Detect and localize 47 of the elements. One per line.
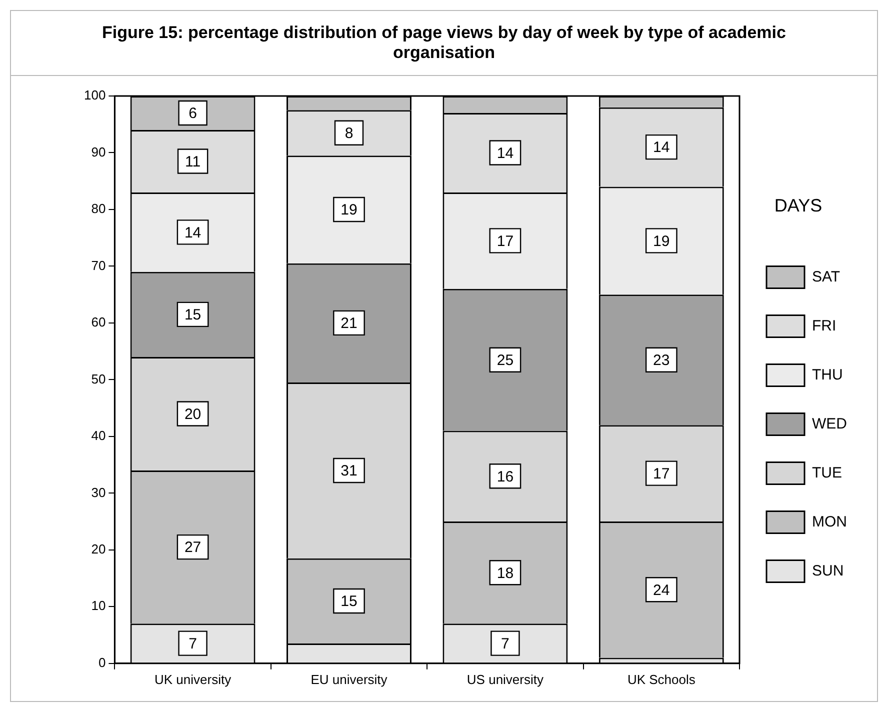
data-label: 27: [184, 539, 202, 556]
y-tick-label: 100: [84, 88, 106, 103]
data-label: 7: [188, 635, 197, 652]
data-label: 15: [340, 593, 358, 610]
y-tick-label: 60: [91, 314, 106, 330]
y-tick-label: 90: [91, 144, 106, 160]
y-tick-label: 10: [91, 598, 106, 614]
legend-label: WED: [812, 415, 848, 432]
x-tick-label: UK Schools: [627, 672, 696, 687]
y-tick-label: 70: [91, 258, 106, 273]
data-label: 19: [653, 232, 670, 250]
data-label: 17: [653, 465, 670, 482]
data-label: 7: [501, 635, 510, 652]
data-label: 6: [188, 105, 197, 122]
legend-label: THU: [812, 366, 843, 384]
y-tick-label: 50: [91, 371, 106, 386]
x-tick-label: EU university: [310, 672, 388, 687]
legend-title: DAYS: [774, 196, 822, 216]
data-label: 25: [496, 352, 514, 369]
y-tick-label: 80: [91, 201, 106, 216]
legend-label: MON: [812, 513, 848, 530]
data-label: 17: [496, 232, 514, 250]
data-label: 24: [653, 582, 670, 599]
data-label: 14: [496, 144, 514, 162]
chart-title: Figure 15: percentage distribution of page views by day of week by type of academic organisation: [11, 11, 877, 76]
data-label: 14: [653, 139, 670, 156]
data-label: 20: [184, 406, 202, 423]
legend-label: SUN: [812, 562, 844, 580]
y-tick-label: 0: [98, 654, 106, 670]
legend-label: TUE: [812, 464, 842, 482]
x-tick-label: UK university: [154, 672, 232, 687]
data-label: 19: [340, 202, 358, 219]
y-tick-label: 40: [91, 428, 106, 444]
x-tick-label: US university: [466, 672, 544, 687]
legend-label: FRI: [812, 317, 836, 334]
y-tick-label: 20: [91, 542, 106, 556]
data-label: 11: [185, 153, 201, 170]
data-label: 8: [344, 125, 354, 142]
legend-label: SAT: [812, 268, 840, 286]
data-label: 14: [184, 224, 202, 242]
data-label: 16: [496, 468, 514, 486]
data-label: 23: [653, 352, 670, 369]
data-label: 18: [496, 564, 514, 582]
data-label: 15: [184, 306, 202, 324]
data-label: 31: [340, 462, 358, 480]
y-tick-label: 30: [91, 484, 106, 500]
data-label: 21: [340, 315, 358, 332]
